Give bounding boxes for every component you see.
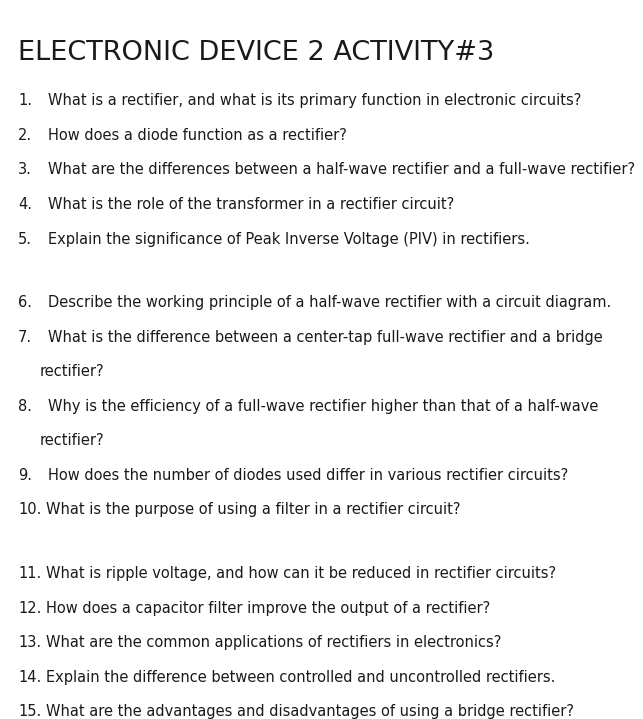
Text: What is the difference between a center-tap full-wave rectifier and a bridge: What is the difference between a center-…: [48, 330, 603, 345]
Text: Why is the efficiency of a full-wave rectifier higher than that of a half-wave: Why is the efficiency of a full-wave rec…: [48, 399, 599, 414]
Text: 1.: 1.: [18, 93, 32, 109]
Text: Explain the significance of Peak Inverse Voltage (PIV) in rectifiers.: Explain the significance of Peak Inverse…: [48, 232, 530, 247]
Text: What is the purpose of using a filter in a rectifier circuit?: What is the purpose of using a filter in…: [46, 503, 461, 518]
Text: What are the differences between a half-wave rectifier and a full-wave rectifier: What are the differences between a half-…: [48, 162, 635, 178]
Text: How does a diode function as a rectifier?: How does a diode function as a rectifier…: [48, 128, 347, 143]
Text: 2.: 2.: [18, 128, 32, 143]
Text: What is a rectifier, and what is its primary function in electronic circuits?: What is a rectifier, and what is its pri…: [48, 93, 582, 109]
Text: How does a capacitor filter improve the output of a rectifier?: How does a capacitor filter improve the …: [46, 601, 491, 615]
Text: 12.: 12.: [18, 601, 41, 615]
Text: 13.: 13.: [18, 636, 41, 650]
Text: ELECTRONIC DEVICE 2 ACTIVITY#3: ELECTRONIC DEVICE 2 ACTIVITY#3: [18, 40, 494, 65]
Text: 3.: 3.: [18, 162, 32, 178]
Text: 14.: 14.: [18, 670, 41, 684]
Text: 8.: 8.: [18, 399, 32, 414]
Text: 5.: 5.: [18, 232, 32, 247]
Text: What are the common applications of rectifiers in electronics?: What are the common applications of rect…: [46, 636, 502, 650]
Text: 7.: 7.: [18, 330, 32, 345]
Text: 4.: 4.: [18, 197, 32, 212]
Text: 6.: 6.: [18, 296, 32, 311]
Text: rectifier?: rectifier?: [40, 434, 105, 449]
Text: What is the role of the transformer in a rectifier circuit?: What is the role of the transformer in a…: [48, 197, 455, 212]
Text: How does the number of diodes used differ in various rectifier circuits?: How does the number of diodes used diffe…: [48, 468, 568, 483]
Text: 10.: 10.: [18, 503, 41, 518]
Text: What is ripple voltage, and how can it be reduced in rectifier circuits?: What is ripple voltage, and how can it b…: [46, 567, 556, 581]
Text: rectifier?: rectifier?: [40, 365, 105, 380]
Text: 11.: 11.: [18, 567, 41, 581]
Text: Explain the difference between controlled and uncontrolled rectifiers.: Explain the difference between controlle…: [46, 670, 556, 684]
Text: 15.: 15.: [18, 705, 41, 719]
Text: Describe the working principle of a half-wave rectifier with a circuit diagram.: Describe the working principle of a half…: [48, 296, 611, 311]
Text: What are the advantages and disadvantages of using a bridge rectifier?: What are the advantages and disadvantage…: [46, 705, 574, 719]
Text: 9.: 9.: [18, 468, 32, 483]
